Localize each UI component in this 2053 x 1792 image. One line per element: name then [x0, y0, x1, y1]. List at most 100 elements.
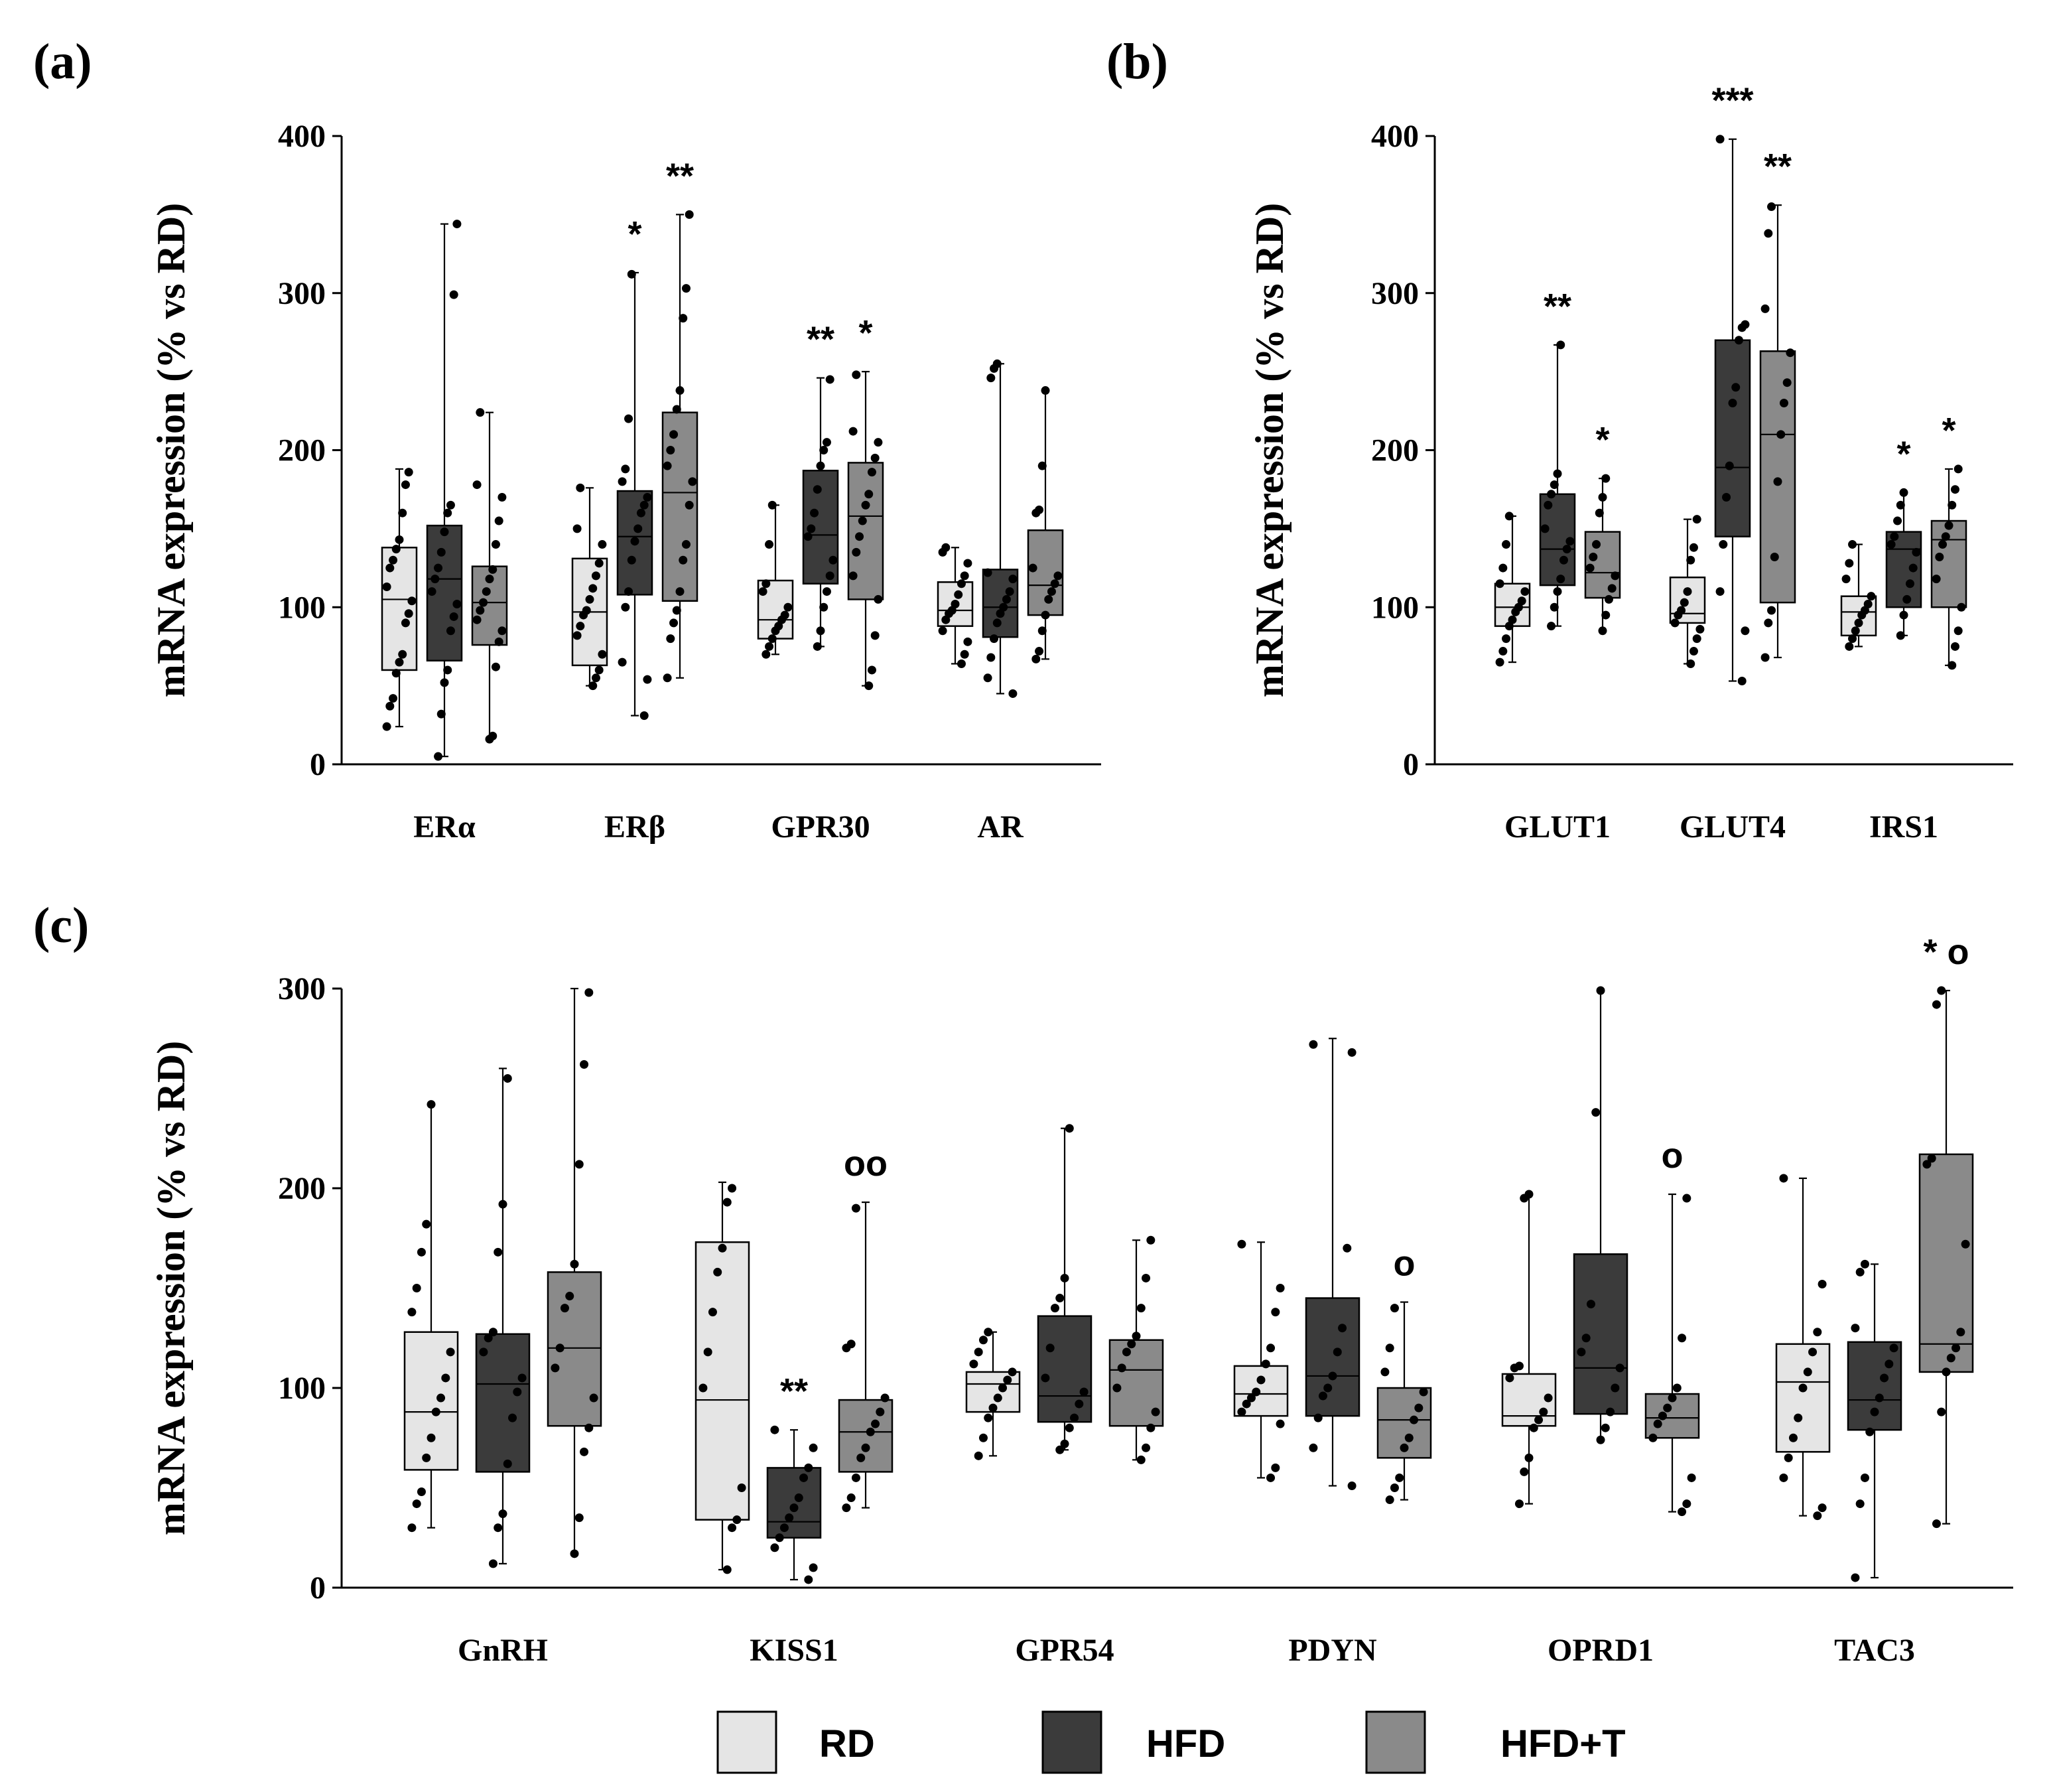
data-point	[576, 622, 585, 631]
data-point	[1601, 1423, 1610, 1432]
data-point	[1414, 1403, 1424, 1413]
data-point	[385, 701, 395, 711]
data-point	[382, 582, 391, 591]
significance-marker: **	[1764, 147, 1792, 186]
data-point	[1937, 986, 1946, 995]
data-point	[1266, 1473, 1276, 1482]
data-point	[713, 1267, 722, 1276]
data-point	[627, 555, 636, 565]
data-point	[1764, 618, 1773, 628]
category-label: TAC3	[1834, 1633, 1915, 1668]
legend: RD HFD HFD+T	[716, 1710, 1626, 1774]
data-point	[1942, 1367, 1951, 1377]
significance-marker: *	[1942, 411, 1955, 450]
data-point	[588, 681, 598, 691]
data-point	[864, 490, 874, 499]
data-point	[1905, 579, 1914, 588]
data-point	[1941, 532, 1950, 541]
significance-marker: * o	[1923, 932, 1969, 972]
data-point	[1767, 606, 1776, 615]
data-point	[780, 610, 789, 620]
data-point	[1782, 378, 1792, 387]
legend-label-hfd: HFD	[1146, 1722, 1225, 1765]
data-point	[389, 555, 398, 565]
data-point	[1950, 642, 1959, 651]
data-point	[434, 563, 443, 573]
data-point	[1041, 1373, 1050, 1383]
data-point	[591, 673, 600, 683]
box-hfd-t	[1918, 1153, 1974, 1373]
data-point	[1956, 1328, 1965, 1337]
data-point	[1520, 1467, 1529, 1476]
data-point	[983, 673, 992, 683]
data-point	[1658, 1411, 1667, 1420]
box-hfd	[1305, 1297, 1360, 1417]
category-label: GLUT4	[1680, 809, 1786, 845]
data-point	[1798, 1383, 1808, 1393]
data-point	[1529, 1423, 1538, 1432]
data-point	[880, 1393, 890, 1403]
data-point	[1565, 537, 1575, 546]
data-point	[679, 555, 688, 565]
data-point	[804, 1463, 813, 1472]
data-point	[848, 571, 858, 581]
data-point	[1902, 594, 1912, 604]
data-point	[1390, 1304, 1399, 1313]
data-point	[570, 1259, 579, 1269]
data-point	[452, 220, 462, 229]
data-point	[1885, 1359, 1894, 1369]
data-point	[1540, 524, 1550, 533]
data-point	[1544, 1393, 1553, 1403]
data-point	[618, 477, 627, 486]
data-point	[412, 1284, 421, 1292]
data-point	[1938, 540, 1948, 549]
data-point	[1589, 552, 1598, 561]
data-point	[669, 430, 679, 439]
data-point	[1333, 1347, 1342, 1357]
data-point	[1860, 1259, 1869, 1269]
data-point	[639, 500, 649, 510]
data-point	[1514, 1361, 1524, 1371]
data-point	[1380, 1367, 1390, 1377]
data-point	[1788, 1433, 1798, 1442]
data-point	[809, 1443, 818, 1452]
data-point	[1400, 1443, 1409, 1452]
data-point	[1865, 1427, 1875, 1436]
data-point	[436, 1393, 446, 1403]
data-point	[852, 547, 861, 557]
data-point	[767, 500, 777, 510]
data-point	[1773, 477, 1782, 486]
data-point	[978, 1433, 988, 1442]
data-point	[1050, 579, 1059, 588]
data-point	[1845, 642, 1854, 651]
chart-b: 0 100 200 300 400 mRNA expression (% vs RD) GL…	[1248, 81, 2013, 845]
data-point	[621, 602, 630, 612]
data-point	[513, 1387, 522, 1397]
data-point	[685, 210, 694, 219]
data-point	[446, 500, 455, 510]
data-point	[666, 446, 675, 454]
data-point	[497, 493, 507, 502]
data-point	[621, 464, 630, 474]
data-point	[1592, 540, 1601, 549]
data-point	[1848, 634, 1857, 644]
data-point	[1079, 1387, 1089, 1397]
legend-swatch-hfd	[1041, 1710, 1102, 1774]
data-point	[1514, 1499, 1524, 1509]
data-point	[391, 669, 401, 678]
y-tick-label: 0	[1403, 747, 1419, 782]
data-point	[954, 590, 963, 599]
data-point	[479, 1347, 488, 1357]
y-tick-label: 400	[1371, 119, 1419, 154]
data-point	[1547, 490, 1556, 499]
data-point	[491, 662, 500, 671]
data-point	[785, 1513, 794, 1523]
panel-c-label: (c)	[33, 898, 89, 953]
data-point	[1961, 1239, 1970, 1249]
category-label: OPRD1	[1548, 1633, 1654, 1668]
data-point	[1851, 1324, 1860, 1333]
data-point	[1395, 1473, 1404, 1482]
data-point	[1779, 398, 1788, 407]
data-point	[1142, 1443, 1151, 1452]
